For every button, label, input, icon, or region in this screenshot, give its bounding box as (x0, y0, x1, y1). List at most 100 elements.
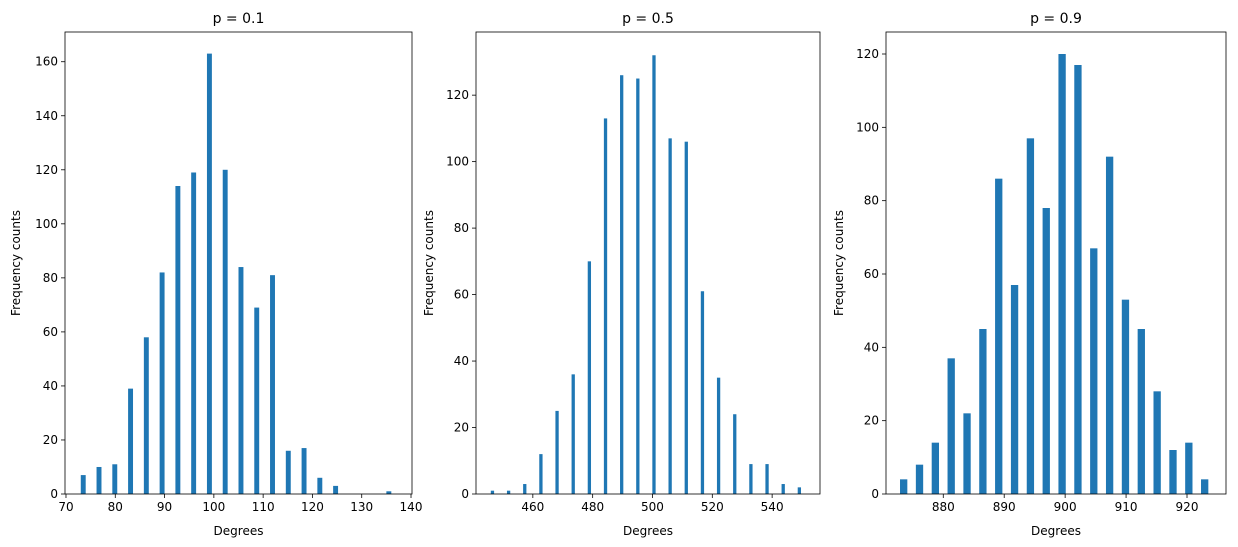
x-tick-label: 540 (761, 500, 784, 514)
x-tick-label: 890 (993, 500, 1016, 514)
bar (1121, 299, 1130, 494)
x-tick-label: 120 (301, 500, 324, 514)
chart-title: p = 0.5 (622, 11, 674, 27)
y-tick-label: 60 (864, 267, 879, 281)
x-tick-label: 520 (701, 500, 724, 514)
y-tick-label: 80 (43, 271, 58, 285)
y-axis-label: Frequency counts (832, 210, 846, 316)
y-tick-label: 140 (35, 109, 58, 123)
bar (636, 78, 640, 494)
bar (1169, 450, 1177, 494)
bar (797, 487, 802, 494)
bar (716, 377, 721, 494)
bar (490, 490, 495, 494)
y-tick-label: 120 (446, 88, 469, 102)
x-tick-label: 110 (252, 500, 275, 514)
chart-title: p = 0.9 (1030, 11, 1082, 27)
bar (1090, 248, 1098, 494)
y-tick-label: 100 (446, 155, 469, 169)
x-tick-label: 920 (1176, 500, 1199, 514)
x-tick-label: 100 (202, 500, 225, 514)
y-tick-label: 120 (35, 163, 58, 177)
bar (765, 464, 769, 494)
axes-frame (885, 31, 1227, 495)
bar (571, 374, 575, 494)
bar (668, 138, 672, 494)
bar (1185, 442, 1193, 494)
y-tick-label: 40 (864, 340, 879, 354)
bar (238, 267, 244, 494)
x-tick-label: 80 (108, 500, 123, 514)
bar (333, 485, 339, 494)
y-tick-label: 80 (454, 221, 469, 235)
bar (191, 172, 197, 495)
bar (684, 141, 688, 494)
bar (1026, 138, 1035, 495)
bar (555, 410, 559, 494)
bar (175, 186, 181, 494)
y-tick-label: 100 (35, 217, 58, 231)
bar (386, 491, 392, 494)
bar (506, 490, 511, 494)
y-tick-label: 0 (50, 487, 58, 501)
bar (995, 178, 1003, 494)
bar (963, 413, 971, 494)
chart-title: p = 0.1 (213, 11, 265, 27)
x-tick-label: 880 (932, 500, 955, 514)
bar (1074, 65, 1082, 494)
bar (1042, 208, 1050, 494)
y-tick-label: 40 (43, 379, 58, 393)
axes-frame (64, 31, 413, 495)
x-tick-label: 480 (581, 500, 604, 514)
bar (1201, 479, 1209, 494)
bar (749, 464, 753, 494)
bar (1105, 156, 1114, 494)
x-axis-label: Degrees (214, 524, 264, 538)
y-axis-label: Frequency counts (9, 210, 23, 316)
bar (947, 358, 955, 494)
bar (80, 475, 86, 494)
x-tick-label: 460 (521, 500, 544, 514)
bar (96, 466, 102, 494)
bar (1153, 391, 1161, 494)
bar (1137, 329, 1145, 494)
bar (539, 454, 543, 494)
x-tick-label: 70 (58, 500, 73, 514)
axes-frame (475, 31, 821, 495)
bar (900, 479, 908, 494)
bar (143, 337, 149, 494)
bar (206, 53, 212, 494)
bar (652, 55, 656, 495)
y-tick-label: 60 (43, 325, 58, 339)
bar (254, 307, 260, 494)
bar (270, 275, 275, 494)
y-tick-label: 0 (871, 487, 879, 501)
bar (931, 442, 940, 494)
bar (1010, 285, 1019, 494)
bar (285, 450, 291, 494)
bar (733, 414, 737, 494)
bar (523, 484, 527, 494)
bar (159, 272, 165, 494)
bar (915, 464, 924, 494)
x-axis-label: Degrees (1031, 524, 1081, 538)
bar (979, 329, 987, 494)
bar (620, 75, 624, 495)
bar (128, 388, 134, 494)
x-tick-label: 140 (400, 500, 423, 514)
x-tick-label: 130 (350, 500, 373, 514)
bar (587, 261, 592, 494)
x-tick-label: 500 (641, 500, 664, 514)
y-tick-label: 100 (856, 120, 879, 134)
y-tick-label: 20 (864, 414, 879, 428)
bar (1058, 54, 1066, 494)
y-tick-label: 40 (454, 354, 469, 368)
bar (301, 448, 307, 494)
y-tick-label: 60 (454, 288, 469, 302)
y-tick-label: 0 (461, 487, 469, 501)
y-tick-label: 120 (856, 47, 879, 61)
x-tick-label: 900 (1054, 500, 1077, 514)
y-tick-label: 160 (35, 55, 58, 69)
bar (222, 169, 228, 494)
